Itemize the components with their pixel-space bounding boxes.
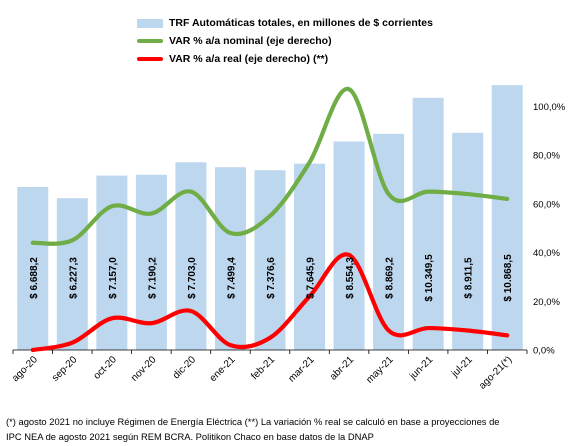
x-tick-label: ene-21 <box>208 354 238 384</box>
nominal-variation-line <box>30 87 510 246</box>
bar <box>294 163 326 350</box>
bar <box>452 132 484 350</box>
bar-value-label: $ 8.869,2 <box>385 257 396 299</box>
x-tick-label: jun-21 <box>407 354 435 382</box>
bar <box>56 198 88 350</box>
x-tick-label: ago-20 <box>10 354 40 384</box>
bar <box>333 141 365 350</box>
bar-value-label: $ 6.227,3 <box>68 257 79 299</box>
legend-item: VAR % a/a nominal (eje derecho) <box>137 32 433 50</box>
right-tick-label: 100,0% <box>533 102 566 113</box>
x-tick-label: may-21 <box>364 354 396 386</box>
right-tick-label: 20,0% <box>533 297 560 308</box>
x-tick-label: abr-21 <box>328 354 357 383</box>
bar-value-label: $ 7.645,9 <box>306 257 317 299</box>
bar-value-label: $ 7.703,0 <box>187 257 198 299</box>
bar-value-label: $ 7.376,6 <box>266 257 277 299</box>
footnote-line-1: (*) agosto 2021 no incluye Régimen de En… <box>6 416 500 427</box>
legend-swatch <box>137 57 163 61</box>
legend: TRF Automáticas totales, en millones de … <box>137 14 433 68</box>
bar-value-label: $ 8.911,5 <box>464 257 475 299</box>
legend-label: VAR % a/a nominal (eje derecho) <box>169 35 332 47</box>
x-tick-label: nov-20 <box>129 354 159 384</box>
bar-value-label: $ 6.688,2 <box>29 257 40 299</box>
legend-label: TRF Automáticas totales, en millones de … <box>169 17 433 29</box>
legend-label: VAR % a/a real (eje derecho) (**) <box>169 53 329 65</box>
right-tick-label: 60,0% <box>533 199 560 210</box>
footnote: (*) agosto 2021 no incluye Régimen de En… <box>6 414 571 444</box>
footnote-line-2: IPC NEA de agosto 2021 según REM BCRA. P… <box>6 431 374 442</box>
legend-swatch <box>137 18 163 28</box>
x-tick-label: dic-20 <box>171 354 198 381</box>
bar-value-label: $ 7.157,0 <box>108 257 119 299</box>
bar <box>214 167 246 350</box>
x-tick-label: sep-20 <box>50 354 80 384</box>
bar-value-label: $ 10.868,5 <box>503 254 514 302</box>
x-tick-label: jul-21 <box>449 354 475 380</box>
bar-value-label: $ 7.499,4 <box>226 257 237 299</box>
chart: $ 6.688,2 $ 6.227,3 $ 7.157,0 $ 7.190,2 $ 7.… <box>10 85 566 392</box>
x-tick-label: mar-21 <box>286 354 316 384</box>
bar-value-label: $ 7.190,2 <box>147 257 158 299</box>
bar-value-label: $ 10.349,5 <box>424 254 435 302</box>
legend-item: VAR % a/a real (eje derecho) (**) <box>137 50 433 68</box>
right-tick-label: 40,0% <box>533 248 560 259</box>
right-tick-label: 80,0% <box>533 151 560 162</box>
bar <box>412 97 444 350</box>
right-tick-label: 0,0% <box>533 346 555 357</box>
legend-swatch <box>137 39 163 43</box>
x-tick-label: feb-21 <box>249 354 277 382</box>
bar <box>254 170 286 350</box>
bar <box>17 187 49 350</box>
legend-item: TRF Automáticas totales, en millones de … <box>137 14 433 32</box>
x-tick-label: oct-20 <box>92 354 120 382</box>
bar <box>491 85 523 351</box>
x-tick-label: ago-21(*) <box>477 354 514 391</box>
bar-value-label: $ 8.554,3 <box>345 257 356 299</box>
real-variation-line <box>30 252 510 353</box>
